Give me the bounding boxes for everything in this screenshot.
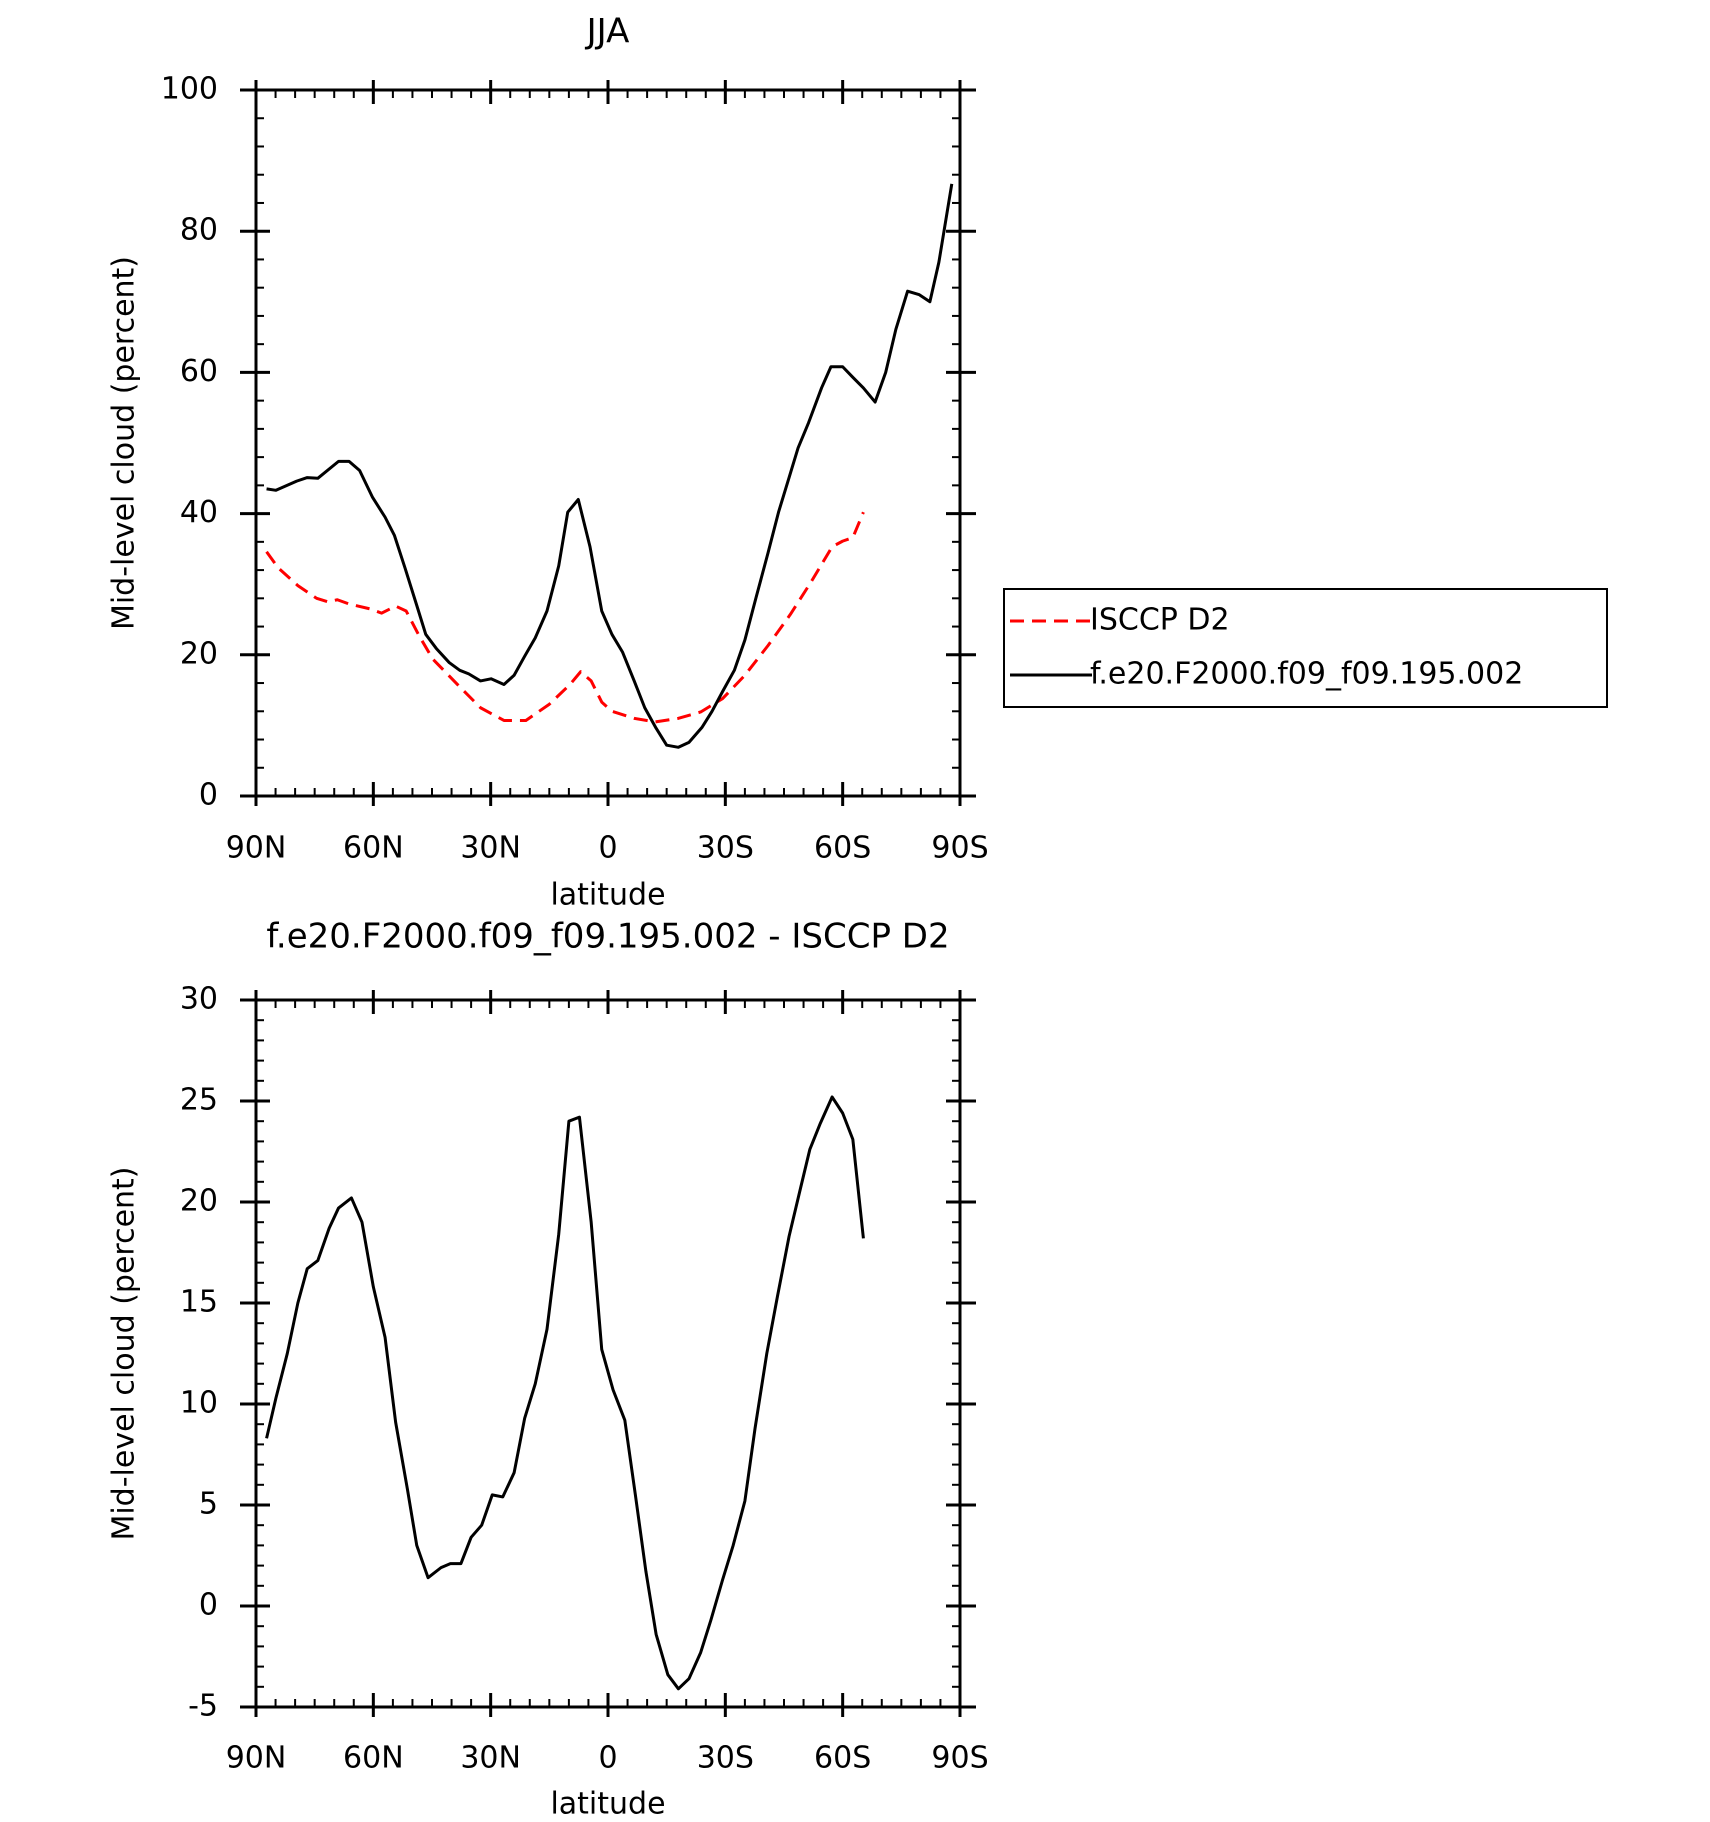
y-tick-label: 20	[180, 636, 218, 671]
y-axis-label: Mid-level cloud (percent)	[107, 256, 142, 630]
x-tick-label: 0	[598, 831, 617, 866]
y-tick-label: 25	[180, 1083, 218, 1118]
x-tick-label: 60N	[343, 831, 404, 866]
legend-label: f.e20.F2000.f09_f09.195.002	[1090, 657, 1523, 692]
y-tick-label: 100	[161, 72, 218, 107]
y-tick-label: 80	[180, 213, 218, 248]
plot-frame	[254, 88, 962, 798]
x-axis-label: latitude	[550, 878, 665, 913]
x-tick-label: 30N	[460, 1741, 521, 1776]
data-line	[265, 511, 865, 724]
x-tick-label: 90S	[931, 1741, 988, 1776]
data-line	[265, 1095, 865, 1691]
chart-title: f.e20.F2000.f09_f09.195.002 - ISCCP D2	[266, 917, 949, 957]
x-axis-label: latitude	[550, 1787, 665, 1822]
y-tick-label: 10	[180, 1386, 218, 1421]
x-tick-label: 30S	[697, 1741, 754, 1776]
y-tick-label: 40	[180, 495, 218, 530]
x-tick-label: 60N	[343, 1741, 404, 1776]
legend-box	[1003, 588, 1608, 708]
y-tick-label: 0	[199, 1588, 218, 1623]
x-tick-label: 60S	[814, 831, 871, 866]
data-line	[266, 183, 954, 749]
x-tick-label: 30N	[460, 831, 521, 866]
y-tick-label: 15	[180, 1285, 218, 1320]
y-tick-label: 60	[180, 354, 218, 389]
y-axis-label: Mid-level cloud (percent)	[107, 1166, 142, 1540]
x-tick-label: 60S	[814, 1741, 871, 1776]
x-tick-label: 90N	[226, 1741, 287, 1776]
x-tick-label: 30S	[697, 831, 754, 866]
y-tick-label: 20	[180, 1184, 218, 1219]
y-tick-label: 5	[199, 1487, 218, 1522]
chart-title: JJA	[585, 12, 630, 52]
x-tick-label: 0	[598, 1741, 617, 1776]
legend-label: ISCCP D2	[1090, 603, 1230, 638]
y-tick-label: 30	[180, 982, 218, 1017]
plot-frame	[254, 998, 962, 1709]
y-tick-label: -5	[188, 1689, 218, 1724]
x-tick-label: 90N	[226, 831, 287, 866]
x-tick-label: 90S	[931, 831, 988, 866]
y-tick-label: 0	[199, 778, 218, 813]
